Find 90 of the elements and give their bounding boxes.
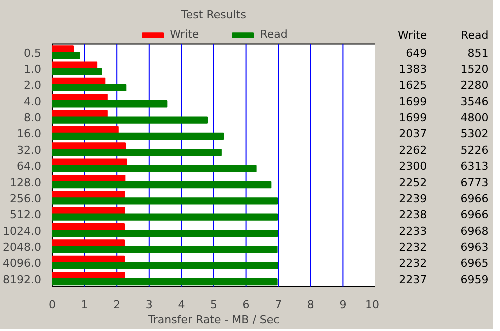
- text: 1699: [399, 95, 428, 108]
- bar: [52, 230, 278, 238]
- y-tick-label: 1.0: [24, 63, 42, 76]
- bar: [52, 246, 278, 254]
- bar: [52, 149, 222, 156]
- y-tick-label: 2048.0: [3, 240, 42, 254]
- bar: [52, 62, 98, 69]
- text: 2238: [399, 208, 428, 222]
- bar: [52, 278, 278, 286]
- text: 1699: [399, 112, 428, 125]
- text: 2237: [399, 273, 428, 286]
- text: 2252: [399, 176, 428, 190]
- y-tick-label: 4096.0: [3, 257, 42, 270]
- x-tick-label: 9: [340, 298, 347, 312]
- y-tick-label: 16.0: [17, 128, 42, 141]
- text: 6773: [460, 176, 489, 190]
- bar: [52, 207, 126, 214]
- y-tick-label: 64.0: [17, 160, 42, 174]
- bar: [52, 132, 224, 140]
- bar: [52, 84, 127, 92]
- y-tick-label: 4.0: [24, 95, 42, 108]
- text: 5226: [460, 144, 489, 157]
- text: 2239: [399, 192, 428, 206]
- x-tick-label: 0: [49, 298, 56, 312]
- text: Read: [461, 28, 489, 42]
- x-tick-label: 6: [242, 298, 250, 312]
- y-tick-label: 0.5: [24, 46, 42, 60]
- text: 6313: [460, 160, 489, 174]
- x-tick-label: 8: [307, 298, 314, 312]
- text: 6963: [460, 240, 489, 254]
- bar: [52, 240, 126, 247]
- bar: [52, 142, 126, 150]
- bar: [52, 198, 278, 205]
- text: 5302: [460, 128, 489, 141]
- bar: [52, 223, 126, 231]
- x-axis-title: Transfer Rate - MB / Sec: [147, 314, 280, 326]
- bar: [52, 126, 119, 134]
- text: 1383: [399, 63, 428, 76]
- text: 1625: [399, 79, 428, 92]
- bar: [52, 68, 102, 76]
- bar: [52, 46, 74, 53]
- y-tick-label: 512.0: [10, 208, 42, 222]
- x-tick-label: 10: [366, 298, 380, 312]
- bar: [52, 52, 80, 60]
- text: 6966: [460, 208, 489, 222]
- x-tick-label: 3: [146, 298, 153, 312]
- x-tick-label: 4: [178, 298, 186, 312]
- text: 6959: [460, 273, 489, 286]
- y-tick-label: 8192.0: [3, 273, 42, 286]
- y-tick-label: 32.0: [17, 144, 42, 157]
- text: Write: [398, 28, 428, 42]
- text: 2232: [399, 257, 428, 270]
- bar: [52, 116, 208, 124]
- text: 851: [468, 46, 489, 60]
- text: 6965: [460, 257, 489, 270]
- y-tick-label: 256.0: [10, 192, 42, 206]
- bar: [52, 272, 126, 280]
- text: 1520: [460, 63, 489, 76]
- bar: [52, 262, 278, 270]
- text: 649: [406, 46, 428, 60]
- bar: [52, 100, 168, 108]
- chart-title: Test Results: [180, 8, 247, 22]
- x-tick-label: 5: [210, 298, 218, 312]
- bar: [52, 78, 106, 86]
- text: 2280: [460, 79, 489, 92]
- bar: [52, 181, 272, 189]
- legend-label: Read: [260, 28, 288, 41]
- x-tick-label: 7: [275, 298, 282, 312]
- y-tick-label: 2.0: [24, 79, 42, 92]
- x-tick-label: 1: [81, 298, 88, 312]
- bar: [52, 214, 278, 221]
- text: 2233: [399, 224, 428, 238]
- y-tick-label: 1024.0: [3, 224, 42, 238]
- y-tick-label: 8.0: [24, 112, 42, 125]
- bar: [52, 256, 126, 263]
- text: 4800: [460, 112, 489, 125]
- text: 2037: [399, 128, 428, 141]
- text: 2262: [399, 144, 428, 157]
- bar: [52, 174, 126, 182]
- text: 2232: [399, 240, 428, 254]
- text: 6966: [460, 192, 489, 206]
- y-tick-label: 128.0: [10, 176, 42, 190]
- x-tick-label: 2: [114, 298, 121, 312]
- text: 2300: [399, 160, 428, 174]
- bar: [52, 94, 108, 102]
- text: 6968: [460, 224, 489, 238]
- text: 3546: [460, 95, 489, 108]
- legend-label: Write: [170, 28, 200, 41]
- bar: [52, 191, 126, 198]
- bar: [52, 165, 257, 172]
